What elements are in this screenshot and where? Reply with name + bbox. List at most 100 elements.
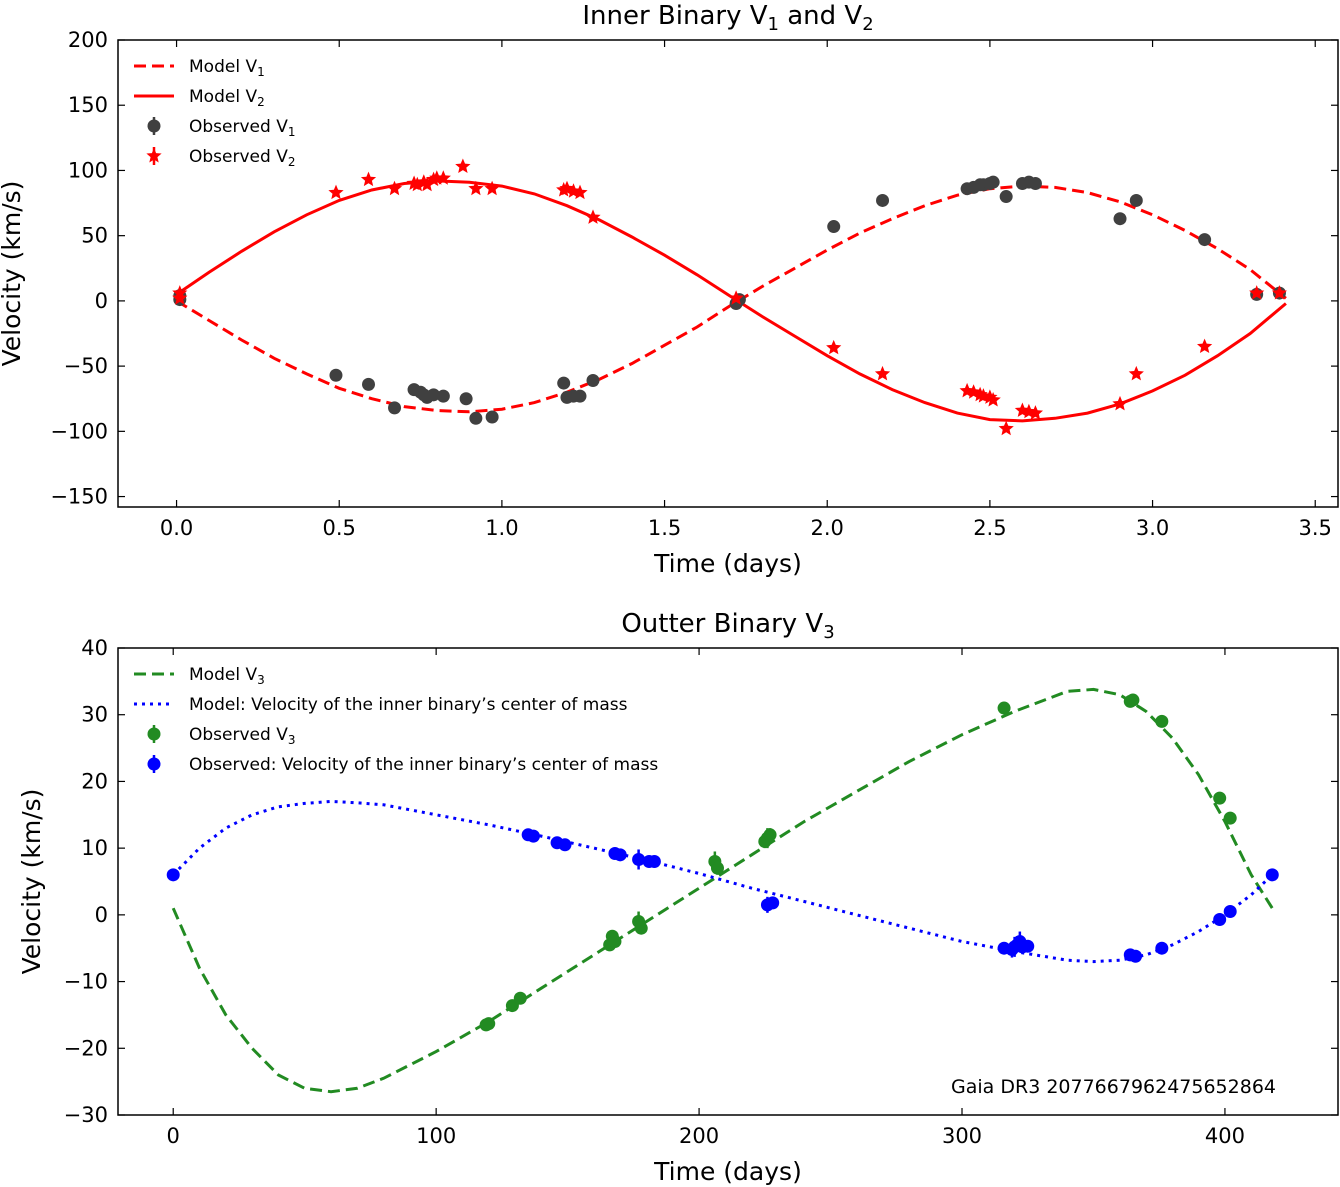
data-point xyxy=(1028,176,1042,190)
data-point xyxy=(1129,949,1143,963)
data-point-star xyxy=(484,180,500,196)
y-tick-label: 40 xyxy=(81,636,108,660)
plot-area xyxy=(166,687,1279,1094)
data-point xyxy=(986,175,1000,189)
data-point xyxy=(1021,939,1035,953)
legend-label: Model V3 xyxy=(189,665,265,687)
y-tick-label: 200 xyxy=(68,28,108,52)
y-tick-label: −100 xyxy=(50,419,108,443)
legend-label-part: 1 xyxy=(257,65,265,79)
x-tick-label: 3.0 xyxy=(1136,516,1169,540)
data-point-star xyxy=(572,184,588,200)
x-tick-label: 200 xyxy=(679,1124,719,1148)
plot-frame xyxy=(117,39,1339,508)
legend-item: Model V3 xyxy=(134,665,265,687)
x-tick-label: 100 xyxy=(416,1124,456,1148)
legend-label: Observed V3 xyxy=(189,725,295,747)
x-tick-label: 1.0 xyxy=(485,516,518,540)
y-tick-label: 150 xyxy=(68,93,108,117)
data-point xyxy=(388,401,402,415)
series-line xyxy=(171,687,1274,1094)
data-point-star xyxy=(1197,338,1213,353)
x-tick-label: 2.5 xyxy=(973,516,1006,540)
data-point xyxy=(166,868,180,882)
chart-title-part: Inner Binary V xyxy=(582,1,767,31)
data-point xyxy=(632,852,646,866)
legend-label-part: Observed V xyxy=(189,725,288,745)
data-point-star xyxy=(1271,285,1287,300)
legend-item: Observed: Velocity of the inner binary’s… xyxy=(147,755,658,775)
plot-frame xyxy=(117,647,1339,1116)
legend-item: Observed V1 xyxy=(147,117,295,139)
data-point xyxy=(362,377,376,391)
data-point xyxy=(586,373,600,387)
series-line xyxy=(175,179,1287,423)
legend-label-part: Observed: Velocity of the inner binary’s… xyxy=(189,755,658,775)
data-point xyxy=(1213,791,1227,805)
outer-binary-panel: 0 100 200 300 400 −30 −20 −10 0 10 20 30 40 Time (day… xyxy=(17,609,1339,1186)
data-point xyxy=(469,411,483,425)
x-axis-label: Time (days) xyxy=(653,1157,802,1186)
legend-item: Model V2 xyxy=(134,87,265,109)
data-point-star xyxy=(998,420,1014,436)
data-point xyxy=(827,220,841,234)
data-point xyxy=(1155,941,1169,955)
legend-label: Model V1 xyxy=(189,57,265,79)
x-tick-label: 1.5 xyxy=(648,516,681,540)
data-point xyxy=(526,829,540,843)
legend-label-part: Observed V xyxy=(189,147,288,167)
y-tick-label: −50 xyxy=(64,354,108,378)
data-point xyxy=(513,991,527,1005)
y-tick-label: 100 xyxy=(68,158,108,182)
x-axis-label: Time (days) xyxy=(653,549,802,578)
data-point xyxy=(634,921,648,935)
legend-label-part: 1 xyxy=(288,125,296,139)
legend-label: Observed: Velocity of the inner binary’s… xyxy=(189,755,658,775)
chart-title-part: Outter Binary V xyxy=(621,609,823,639)
legend-label-part: Model: Velocity of the inner binary’s ce… xyxy=(189,695,628,715)
data-point-star xyxy=(1112,395,1128,411)
legend-label: Observed V1 xyxy=(189,117,295,139)
data-point xyxy=(459,392,473,406)
legend-item: Model V1 xyxy=(134,57,265,79)
data-point-star xyxy=(455,158,471,173)
y-tick-label: −20 xyxy=(64,1036,108,1060)
data-point xyxy=(436,389,450,403)
data-point xyxy=(647,854,661,868)
y-axis-label: Velocity (km/s) xyxy=(0,181,26,367)
x-tick-label: 0.0 xyxy=(160,516,193,540)
data-point-star xyxy=(172,290,188,305)
data-point xyxy=(1198,233,1212,247)
data-point xyxy=(766,896,780,910)
data-point xyxy=(1129,193,1143,207)
legend-label: Model: Velocity of the inner binary’s ce… xyxy=(189,695,628,715)
data-point xyxy=(485,410,499,424)
legend-label: Model V2 xyxy=(189,87,265,109)
data-point xyxy=(1113,212,1127,226)
data-point-star xyxy=(1027,405,1043,420)
legend-label-part: Observed V xyxy=(189,117,288,137)
data-point-star xyxy=(409,176,425,192)
y-tick-label: −150 xyxy=(50,485,108,509)
data-point xyxy=(1223,811,1237,825)
inner-binary-panel: 0.0 0.5 1.0 1.5 2.0 2.5 3.0 3.5 −150 −100 −50 0 50 10… xyxy=(0,1,1339,578)
y-axis-label: Velocity (km/s) xyxy=(17,789,46,975)
data-point-star xyxy=(1128,365,1144,381)
y-tick-label: 50 xyxy=(81,224,108,248)
legend-label-part: 2 xyxy=(257,95,265,109)
chart-title-part: and V xyxy=(779,1,862,31)
data-point-star xyxy=(874,365,891,381)
data-point xyxy=(1265,868,1279,882)
legend-label-part: Model V xyxy=(189,57,257,77)
series-line xyxy=(172,799,1274,964)
y-tick-label: 10 xyxy=(81,836,108,860)
x-tick-label: 0.5 xyxy=(323,516,356,540)
y-tick-label: −30 xyxy=(64,1103,108,1127)
y-tick-label: 30 xyxy=(81,703,108,727)
data-point xyxy=(573,389,587,403)
x-tick-label: 300 xyxy=(942,1124,982,1148)
data-point xyxy=(613,848,627,862)
chart-title: Inner Binary V1 and V2 xyxy=(582,1,873,35)
data-point-star xyxy=(985,392,1001,407)
